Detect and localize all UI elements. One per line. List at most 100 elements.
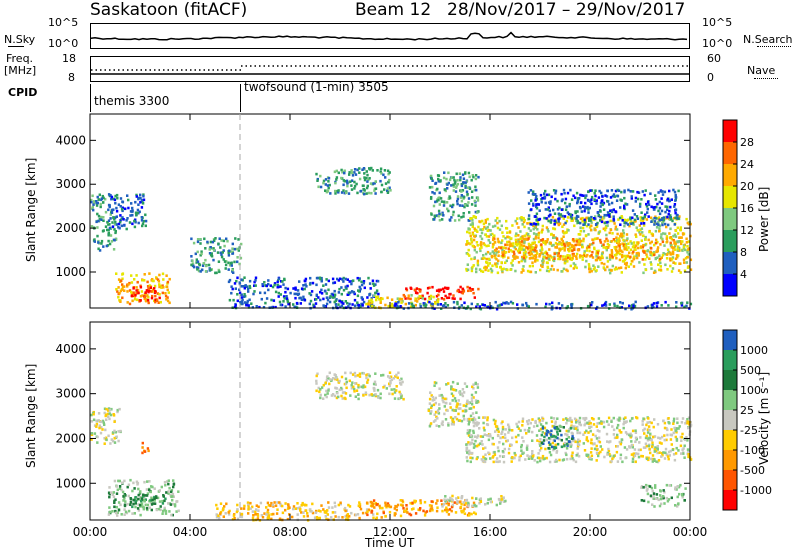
range-cell-0-2 [120,279,123,282]
range-cell-1-5 [397,397,400,401]
range-cell-0-10 [488,241,492,244]
range-cell-1-10 [681,495,684,499]
range-cell-1-7 [430,406,433,410]
range-cell-0-10 [526,247,530,251]
range-cell-1-7 [440,393,443,397]
range-cell-0-4 [236,260,239,264]
range-cell-0-9 [447,171,450,175]
range-cell-0-12 [655,217,658,220]
range-cell-1-9 [553,426,556,430]
range-cell-1-1 [126,485,129,489]
range-cell-0-12 [615,199,619,202]
range-cell-1-7 [476,421,479,424]
range-cell-0-10 [666,268,669,271]
range-cell-1-8 [599,420,603,423]
range-cell-0-6 [335,169,338,173]
range-cell-0-6 [337,189,340,192]
range-cell-1-6 [366,513,369,517]
range-cell-1-5 [400,396,403,399]
range-cell-0-4 [213,239,216,242]
range-cell-1-10 [684,487,687,490]
range-cell-1-8 [532,425,536,428]
range-cell-0-1 [135,195,138,198]
range-cell-0-10 [669,253,672,256]
range-cell-0-9 [464,181,467,184]
range-cell-1-8 [500,421,503,425]
range-cell-0-2 [115,288,118,291]
range-cell-0-0 [90,200,93,204]
range-cell-0-11 [527,251,530,255]
range-cell-0-5 [233,305,237,309]
range-cell-1-7 [472,421,475,424]
range-cell-1-8 [677,449,680,452]
range-cell-0-5 [246,299,249,303]
range-cell-0-7 [407,297,410,300]
range-cell-1-4 [358,501,361,504]
range-cell-1-1 [167,492,170,495]
range-cell-1-8 [514,453,517,457]
range-cell-1-1 [172,483,176,486]
range-cell-1-8 [585,417,588,420]
range-cell-0-6 [349,180,352,183]
range-cell-0-5 [270,298,273,302]
range-cell-0-12 [564,208,568,211]
range-cell-1-10 [646,492,650,496]
range-cell-1-2 [150,503,154,506]
range-cell-0-10 [484,268,487,272]
range-cell-1-1 [137,493,140,497]
range-cell-1-8 [673,426,676,430]
range-cell-0-11 [568,242,571,245]
range-cell-0-10 [595,225,599,229]
range-cell-0-9 [474,174,478,177]
range-cell-0-4 [192,241,196,245]
range-cell-1-0 [104,428,107,432]
range-cell-1-1 [144,503,147,507]
range-cell-0-10 [562,223,566,226]
range-cell-0-0 [100,218,103,221]
range-cell-1-11 [462,501,465,504]
range-cell-1-8 [471,451,474,455]
range-cell-1-5 [398,397,401,400]
range-cell-1-1 [177,490,180,493]
range-cell-1-6 [402,507,405,510]
range-cell-0-12 [626,223,630,226]
range-cell-1-8 [526,422,530,426]
range-cell-1-4 [233,516,236,520]
range-cell-1-8 [651,435,655,439]
range-cell-1-9 [549,443,552,446]
range-cell-1-10 [657,498,660,502]
colorbar-swatch-0-5 [723,230,737,253]
range-cell-1-1 [115,492,119,495]
range-cell-1-7 [453,397,457,400]
range-cell-0-10 [560,270,563,273]
range-cell-0-5 [271,285,275,289]
range-cell-1-11 [451,494,454,498]
range-cell-0-2 [136,288,140,292]
freq-right-tick-bottom: 0 [707,71,714,84]
range-cell-0-10 [496,216,499,220]
range-cell-0-12 [527,191,530,194]
range-cell-0-5 [277,291,280,295]
range-cell-0-10 [523,225,526,229]
range-cell-0-9 [450,176,453,180]
range-cell-0-9 [466,193,469,196]
range-cell-1-5 [318,390,321,394]
range-cell-0-0 [107,228,110,232]
range-cell-1-10 [676,505,679,508]
range-cell-0-2 [164,294,168,298]
range-cell-0-12 [660,209,664,213]
range-cell-1-5 [367,373,370,376]
range-cell-1-7 [470,402,474,406]
range-cell-1-5 [332,377,335,380]
range-cell-0-8 [367,302,370,306]
range-cell-1-1 [145,507,149,510]
range-cell-0-10 [476,263,480,267]
range-cell-0-11 [599,257,602,260]
range-cell-0-10 [659,243,662,246]
range-cell-1-7 [462,414,465,418]
range-cell-1-8 [466,432,469,435]
range-cell-0-12 [613,195,616,198]
range-cell-0-0 [107,223,110,226]
range-cell-0-11 [597,249,600,253]
range-cell-1-4 [299,509,302,512]
